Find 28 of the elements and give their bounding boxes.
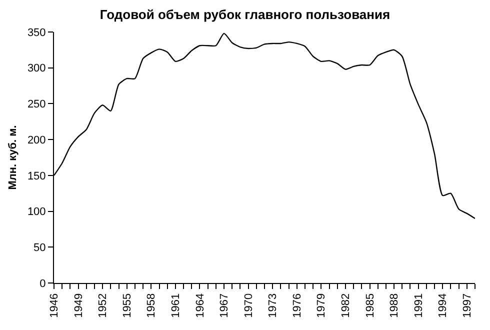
x-tick-label: 1949: [72, 293, 85, 318]
x-tick-label: 1997: [461, 293, 474, 318]
y-tick-label: 50: [34, 242, 46, 254]
x-tick-label: 1952: [97, 293, 110, 318]
y-tick-label: 150: [27, 170, 46, 182]
x-tick-label: 1970: [242, 293, 255, 318]
x-tick-label: 1991: [412, 293, 425, 318]
x-tick-label: 1964: [194, 293, 206, 318]
y-tick-label: 100: [27, 206, 46, 218]
y-tick-label: 200: [27, 134, 46, 146]
x-tick-label: 1961: [170, 293, 182, 318]
x-tick-label: 1955: [121, 293, 134, 318]
x-tick-label: 1958: [146, 293, 158, 318]
x-tick-label: 1994: [437, 293, 450, 318]
x-tick-label: 1973: [267, 293, 280, 318]
x-tick-label: 1979: [316, 293, 328, 318]
y-tick-label: 250: [27, 98, 46, 111]
x-tick-label: 1985: [364, 293, 376, 318]
y-tick-label: 300: [27, 62, 46, 75]
y-tick-label: 350: [27, 26, 46, 39]
y-axis-title: Млн. куб. м.: [7, 125, 20, 190]
x-tick-label: 1967: [218, 293, 231, 318]
x-tick-label: 1946: [48, 293, 61, 318]
y-tick-label: 0: [40, 278, 46, 290]
chart-title: Годовой объем рубок главного пользования: [100, 7, 390, 22]
x-tick-label: 1982: [340, 293, 352, 318]
x-tick-label: 1988: [388, 293, 401, 318]
x-tick-label: 1976: [291, 293, 304, 318]
